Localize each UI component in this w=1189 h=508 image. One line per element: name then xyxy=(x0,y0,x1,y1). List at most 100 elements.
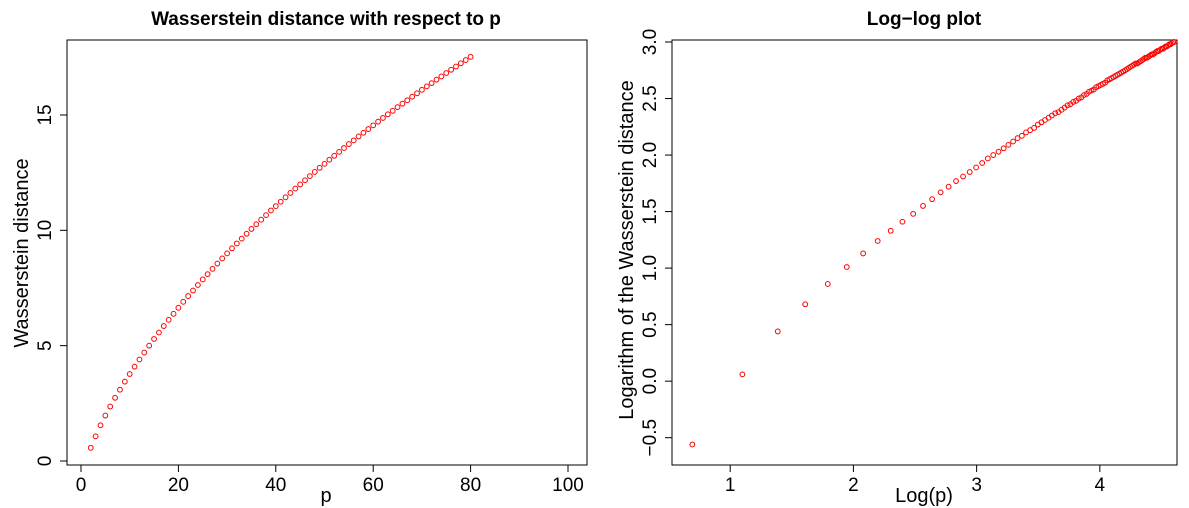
chart-left-data-point xyxy=(258,216,265,223)
chart-left-data-point xyxy=(219,255,226,262)
chart-right-y-tick-label: −0.5 xyxy=(640,419,661,457)
chart-left-data-point xyxy=(131,363,138,370)
chart-left-data-point xyxy=(443,70,450,76)
chart-left-data-point xyxy=(297,181,304,188)
chart-right-data-point xyxy=(1000,145,1007,152)
chart-left-data-point xyxy=(209,265,216,272)
chart-right-data-point xyxy=(929,196,936,203)
chart-right-data-point xyxy=(973,164,980,171)
chart-left-data-point xyxy=(214,260,221,267)
chart-right-data-point xyxy=(774,328,781,335)
chart-right-y-ticks: −0.5 0.0 0.5 1.0 1.5 2.0 2.5 3.0 xyxy=(640,29,673,457)
chart-left-x-tick-label: 20 xyxy=(168,475,189,496)
chart-left-points xyxy=(87,53,474,451)
chart-right-y-tick-label: 1.0 xyxy=(640,255,661,281)
chart-right-data-point xyxy=(824,281,831,287)
chart-right-x-tick-label: 4 xyxy=(1095,475,1106,496)
chart-right-data-point xyxy=(887,227,894,234)
chart-left-data-point xyxy=(302,177,308,184)
chart-left-y-ticks: 0 5 10 15 xyxy=(35,104,68,467)
chart-left-data-point xyxy=(204,271,211,278)
chart-right-data-point xyxy=(689,441,696,448)
chart-left-data-point xyxy=(253,221,260,228)
chart-left-data-point xyxy=(355,133,362,140)
chart-left-data-point xyxy=(87,444,94,451)
chart-left-data-point xyxy=(287,190,294,196)
chart-right-plot-frame xyxy=(671,39,1178,466)
chart-right-data-point xyxy=(966,169,973,175)
chart-right-xlabel: Log(p) xyxy=(895,485,953,507)
chart-left-data-point xyxy=(272,203,279,209)
chart-right-x-tick-label: 2 xyxy=(848,475,859,496)
chart-left-data-point xyxy=(423,83,430,90)
chart-right-x-tick-label: 3 xyxy=(971,475,982,496)
chart-right-y-tick-label: 1.5 xyxy=(640,198,661,224)
chart-left-y-tick-label: 10 xyxy=(35,220,56,241)
chart-left-data-point xyxy=(92,433,99,440)
chart-left-ylabel: Wasserstein distance xyxy=(11,158,33,347)
chart-right-x-ticks: 1 2 3 4 xyxy=(725,464,1106,496)
chart-left-data-point xyxy=(151,336,157,342)
chart-right-data-point xyxy=(990,152,997,158)
chart-left-data-point xyxy=(375,118,381,125)
chart-right-data-point xyxy=(1014,135,1021,141)
chart-left-data-point xyxy=(467,53,474,60)
chart-left-title: Wasserstein distance with respect to p xyxy=(151,9,501,30)
chart-right-y-tick-label: 0.0 xyxy=(640,368,661,394)
chart-right-data-point xyxy=(984,155,991,162)
chart-right-y-tick-label: 2.0 xyxy=(640,142,661,168)
chart-right-data-point xyxy=(910,210,917,217)
chart-left-data-point xyxy=(156,329,162,336)
chart-right-data-point xyxy=(953,178,959,184)
chart-left: Wasserstein distance with respect to p 0… xyxy=(11,9,588,507)
chart-right-data-point xyxy=(874,238,881,244)
chart-right-data-point xyxy=(1018,132,1025,139)
chart-left-plot-frame xyxy=(66,39,588,466)
chart-left-x-tick-label: 100 xyxy=(552,475,584,496)
chart-left-data-point xyxy=(433,76,440,83)
chart-left-data-point xyxy=(394,104,401,111)
chart-left-data-point xyxy=(438,73,445,80)
chart-left-data-point xyxy=(185,293,192,299)
chart-left-data-point xyxy=(117,386,123,393)
chart-left-data-point xyxy=(380,115,386,121)
chart-right-data-point xyxy=(1171,39,1178,45)
chart-right-y-tick-label: 3.0 xyxy=(640,29,661,55)
chart-left-data-point xyxy=(341,145,347,151)
chart-right-data-point xyxy=(739,371,746,378)
chart-left-data-point xyxy=(199,276,206,283)
chart-right-data-point xyxy=(1152,49,1159,56)
chart-right: Log−log plot 1 2 3 4 −0.5 0.0 0.5 1.0 1.5 2.0 2.5… xyxy=(616,9,1178,507)
chart-left-data-point xyxy=(336,148,343,155)
chart-right-data-point xyxy=(860,250,867,257)
chart-left-data-point xyxy=(248,226,255,232)
chart-left-data-point xyxy=(165,316,172,323)
chart-left-data-point xyxy=(448,66,455,73)
chart-left-data-point xyxy=(326,156,333,163)
chart-right-data-point xyxy=(937,189,944,196)
chart-right-data-point xyxy=(1070,99,1077,105)
chart-left-data-point xyxy=(292,185,299,192)
chart-left-data-point xyxy=(365,126,372,132)
chart-left-data-point xyxy=(136,356,143,363)
chart-right-ylabel: Logarithm of the Wasserstein distance xyxy=(616,80,638,419)
chart-left-data-point xyxy=(345,141,352,147)
chart-left-data-point xyxy=(146,342,153,349)
chart-right-title: Log−log plot xyxy=(867,9,982,30)
chart-right-data-point xyxy=(1005,141,1012,148)
chart-left-data-point xyxy=(126,371,133,377)
chart-left-y-tick-label: 15 xyxy=(35,104,56,125)
chart-right-y-tick-label: 2.5 xyxy=(640,85,661,111)
chart-left-data-point xyxy=(180,298,187,305)
chart-left-data-point xyxy=(107,403,114,410)
chart-left-x-tick-label: 0 xyxy=(76,475,87,496)
chart-left-data-point xyxy=(360,129,367,136)
chart-right-data-point xyxy=(1052,110,1059,117)
chart-left-data-point xyxy=(316,164,323,171)
chart-left-y-tick-label: 0 xyxy=(35,456,56,467)
chart-left-data-point xyxy=(399,100,406,107)
chart-left-data-point xyxy=(268,207,274,214)
chart-left-data-point xyxy=(224,250,231,257)
chart-left-x-ticks: 0 20 40 60 80 100 xyxy=(76,464,584,496)
